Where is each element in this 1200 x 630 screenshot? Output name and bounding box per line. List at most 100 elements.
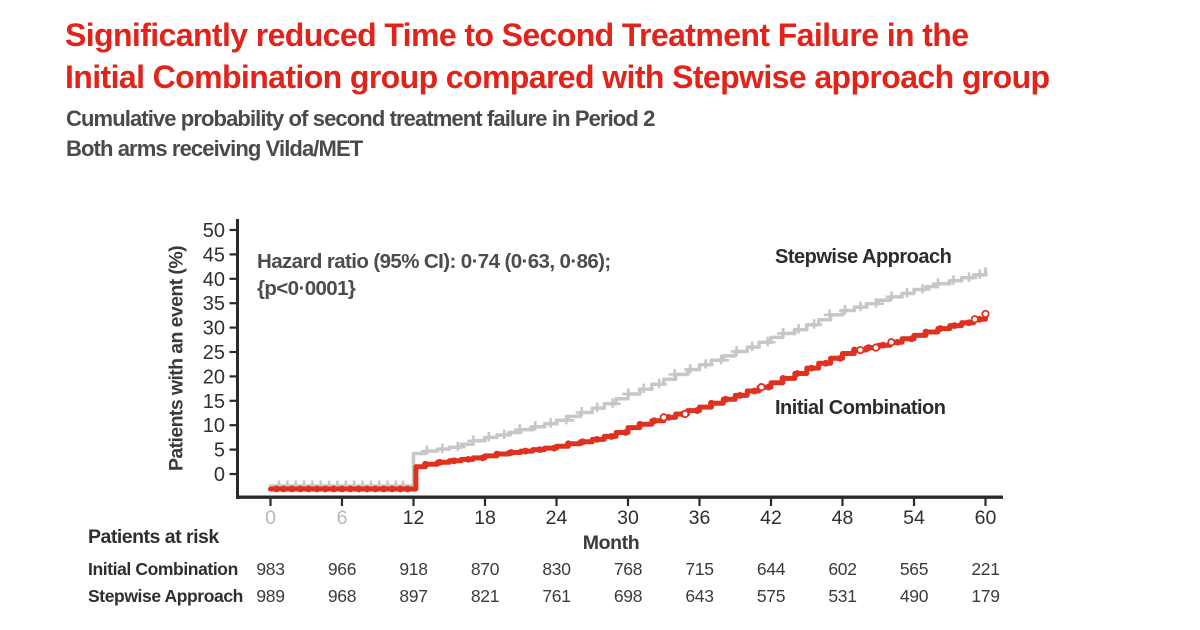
y-tick-label: 20	[203, 366, 225, 388]
event-marker	[338, 485, 346, 493]
event-marker	[722, 395, 730, 403]
event-marker	[288, 485, 296, 493]
subtitle-line-1: Cumulative probability of second treatme…	[66, 106, 655, 131]
event-marker	[622, 429, 630, 436]
risk-value: 983	[256, 559, 285, 579]
event-marker	[305, 485, 313, 493]
risk-value: 531	[828, 586, 857, 606]
x-axis-title: Month	[582, 532, 640, 554]
risk-row-label-initial-combination: Initial Combination	[88, 559, 238, 579]
x-tick-label: 48	[832, 507, 854, 529]
event-marker	[507, 449, 515, 456]
x-tick-label: 42	[760, 507, 782, 529]
event-marker	[436, 458, 444, 466]
event-marker	[893, 338, 901, 346]
event-marker	[936, 325, 944, 332]
censor-circle	[871, 343, 880, 352]
y-tick-label: 0	[214, 464, 225, 486]
event-marker	[693, 407, 701, 414]
event-marker	[355, 485, 363, 493]
event-marker	[908, 335, 916, 343]
event-marker	[822, 359, 830, 367]
censor-circle	[681, 409, 690, 419]
event-marker	[550, 444, 558, 452]
event-marker	[371, 485, 379, 493]
event-marker	[296, 485, 304, 493]
patients-at-risk-heading: Patients at risk	[88, 526, 219, 548]
event-marker	[313, 485, 321, 493]
censor-circle	[887, 338, 896, 347]
censor-circle	[970, 315, 979, 324]
event-marker	[922, 328, 930, 336]
risk-value: 565	[899, 559, 929, 579]
risk-value: 830	[542, 559, 571, 579]
event-marker	[607, 433, 615, 440]
risk-value: 768	[613, 559, 643, 579]
risk-value: 918	[399, 559, 428, 579]
event-marker	[536, 446, 544, 453]
y-tick-label: 10	[203, 415, 225, 437]
risk-value: 821	[470, 586, 500, 606]
event-marker	[779, 374, 787, 382]
y-tick-label: 15	[203, 391, 225, 413]
risk-value: 870	[470, 559, 500, 579]
y-axis-title: Patients with an event (%)	[165, 246, 188, 471]
hazard-ratio-line-2: {p<0·0001}	[257, 277, 356, 300]
x-tick-label: 30	[617, 507, 639, 529]
risk-value: 221	[971, 559, 1000, 579]
chart-subtitle: Cumulative probability of second treatme…	[66, 104, 655, 164]
event-marker	[321, 485, 329, 493]
event-marker	[593, 435, 601, 443]
risk-value: 989	[256, 586, 285, 606]
page-title: Significantly reduced Time to Second Tre…	[65, 14, 1050, 98]
risk-value: 602	[828, 559, 857, 579]
event-marker	[636, 420, 644, 428]
censor-circle	[981, 309, 990, 319]
risk-value: 968	[327, 586, 357, 606]
event-marker	[736, 392, 744, 399]
risk-value: 490	[899, 586, 929, 606]
x-tick-label: 24	[546, 507, 568, 529]
event-marker	[493, 450, 501, 458]
x-tick-label: 36	[689, 507, 711, 529]
event-marker	[951, 322, 958, 330]
event-marker	[330, 485, 338, 493]
event-marker	[422, 460, 429, 468]
risk-value: 644	[756, 559, 786, 579]
event-marker	[522, 447, 529, 455]
event-marker	[280, 485, 288, 493]
event-marker	[450, 457, 458, 465]
event-marker	[404, 485, 411, 493]
event-marker	[836, 354, 844, 362]
initial-combination-curve-label: Initial Combination	[775, 397, 946, 419]
risk-value: 966	[327, 559, 357, 579]
event-marker	[273, 485, 280, 493]
event-marker	[879, 341, 887, 349]
risk-value: 698	[613, 586, 643, 606]
risk-value: 643	[685, 586, 714, 606]
stepwise-approach-curve-label: Stepwise Approach	[775, 246, 952, 268]
event-marker	[965, 319, 973, 327]
risk-value: 897	[399, 586, 428, 606]
x-tick-label: 60	[975, 507, 997, 529]
event-marker	[464, 455, 472, 463]
risk-value: 761	[542, 586, 571, 606]
x-tick-label: 6	[337, 507, 348, 529]
event-marker	[708, 399, 715, 407]
y-tick-label: 30	[203, 318, 225, 340]
event-marker	[380, 485, 388, 493]
event-marker	[650, 417, 658, 425]
event-marker	[565, 440, 572, 448]
event-marker	[793, 370, 801, 377]
title-line-2: Initial Combination group compared with …	[65, 59, 1050, 95]
x-tick-label: 12	[403, 507, 425, 529]
event-marker	[346, 485, 354, 493]
hazard-ratio-line-1: Hazard ratio (95% CI): 0·74 (0·63, 0·86)…	[257, 250, 611, 273]
y-tick-label: 40	[203, 269, 225, 291]
risk-value: 179	[971, 586, 1000, 606]
event-marker	[808, 364, 815, 372]
event-marker	[388, 485, 396, 493]
censor-circle	[659, 413, 668, 422]
